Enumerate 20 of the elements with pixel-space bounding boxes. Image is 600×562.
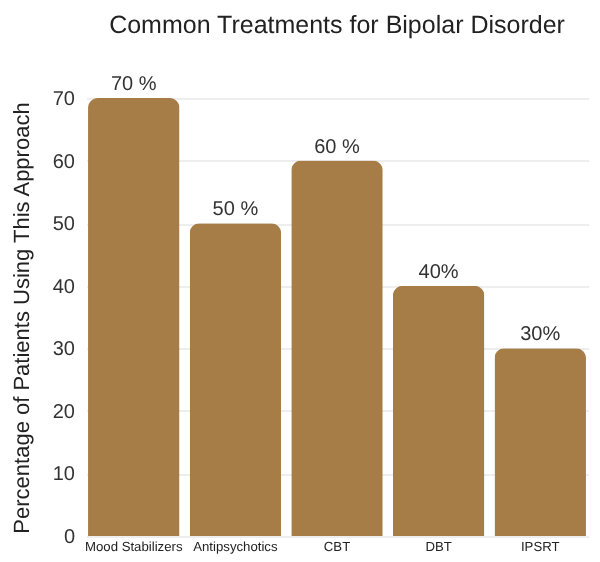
data-label: 70 % bbox=[110, 74, 157, 96]
chart-title: Common Treatments for Bipolar Disorder bbox=[109, 11, 565, 39]
data-label: 50 % bbox=[212, 199, 259, 222]
y-tick-label: 20 bbox=[52, 401, 76, 424]
y-tick-label: 0 bbox=[63, 527, 76, 549]
y-tick-label: 70 bbox=[52, 89, 76, 111]
data-label: 30% bbox=[520, 324, 561, 347]
y-tick-label: 40 bbox=[52, 276, 76, 299]
bar bbox=[392, 285, 485, 536]
y-tick-label: 10 bbox=[52, 464, 76, 487]
data-label: 40% bbox=[418, 261, 459, 284]
y-axis-title: Percentage of Patients Using This Approach bbox=[10, 102, 35, 534]
bar bbox=[291, 160, 383, 536]
y-tick-label: 60 bbox=[52, 151, 76, 174]
bar bbox=[494, 348, 586, 536]
bar bbox=[88, 98, 180, 536]
bar bbox=[189, 223, 282, 536]
data-label: 60 % bbox=[314, 136, 361, 159]
y-tick-label: 50 bbox=[52, 214, 76, 237]
y-tick-label: 30 bbox=[52, 339, 76, 362]
